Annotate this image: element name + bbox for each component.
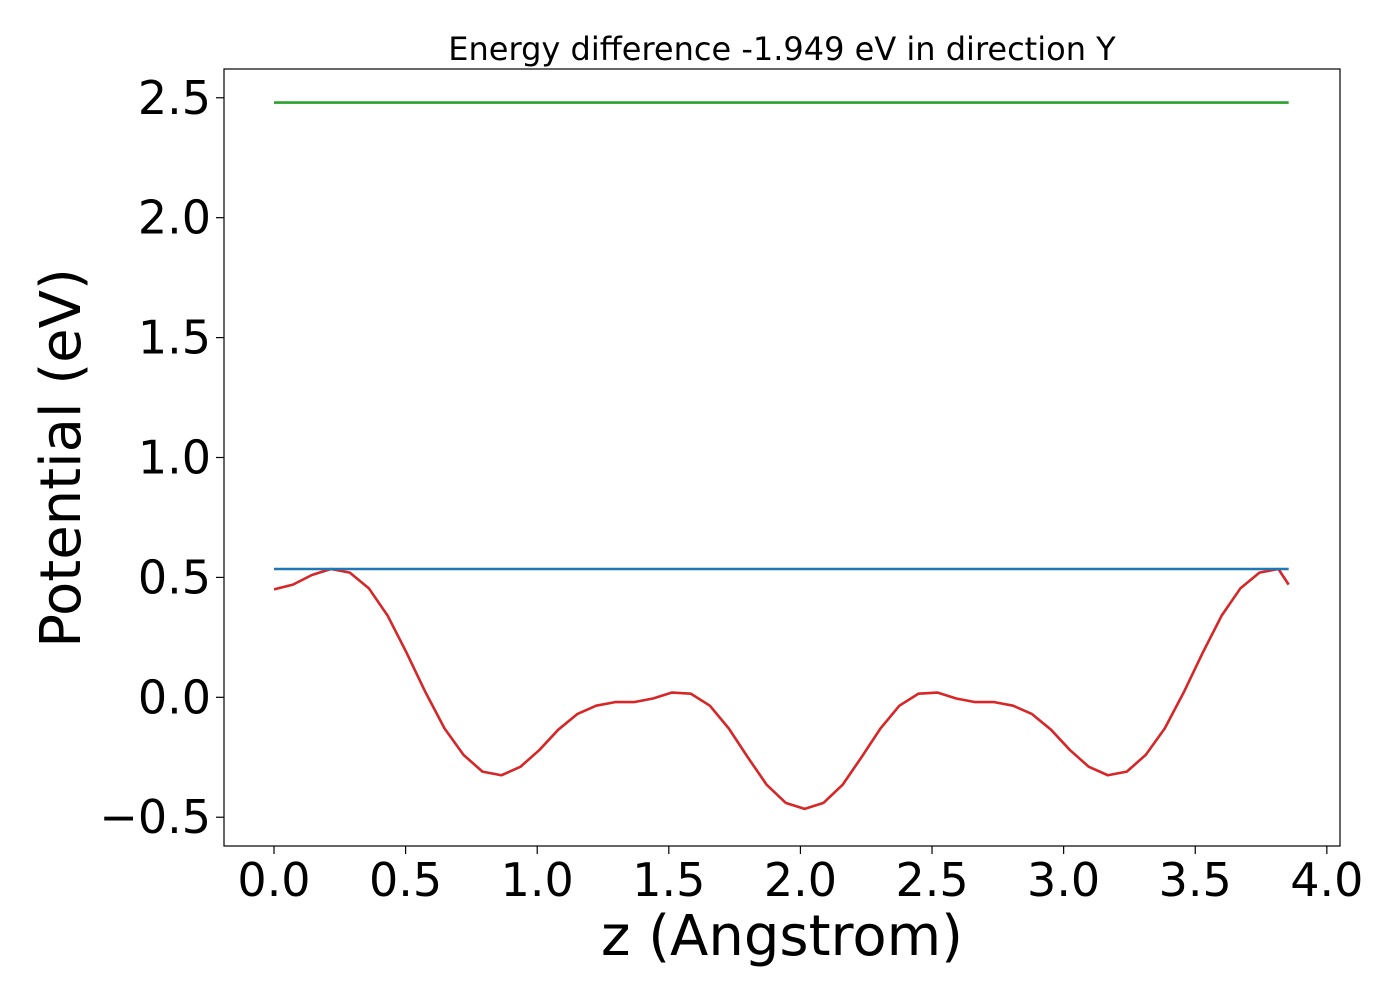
x-tick-label: 2.5 [895,853,968,907]
x-tick-label: 2.0 [764,853,837,907]
x-tick-label: 4.0 [1290,853,1363,907]
y-tick-label: 1.0 [138,431,211,485]
x-tick-label: 0.0 [237,853,310,907]
plot-area: 0.0 0.5 1.0 1.5 2.0 2.5 3.0 3.5 4.0 −0.5 0.0 0.5 1.0… [99,68,1363,907]
x-tick-label: 3.5 [1159,853,1232,907]
x-axis-label: z (Angstrom) [601,904,963,969]
x-tick-label: 3.0 [1027,853,1100,907]
y-axis-label: Potential (eV) [29,268,94,648]
y-tick-label: 1.5 [138,311,211,365]
y-tick-label: 2.0 [138,191,211,245]
x-tick-label: 1.0 [501,853,574,907]
y-tick-label: 0.0 [138,670,211,724]
y-tick-label: 0.5 [138,550,211,604]
x-tick-label: 1.5 [632,853,705,907]
chart-title: Energy difference -1.949 eV in direction… [448,30,1116,68]
y-tick-label: −0.5 [99,790,211,844]
y-tick-label: 2.5 [138,71,211,125]
x-tick-label: 0.5 [369,853,442,907]
series-line-0 [273,567,1290,811]
